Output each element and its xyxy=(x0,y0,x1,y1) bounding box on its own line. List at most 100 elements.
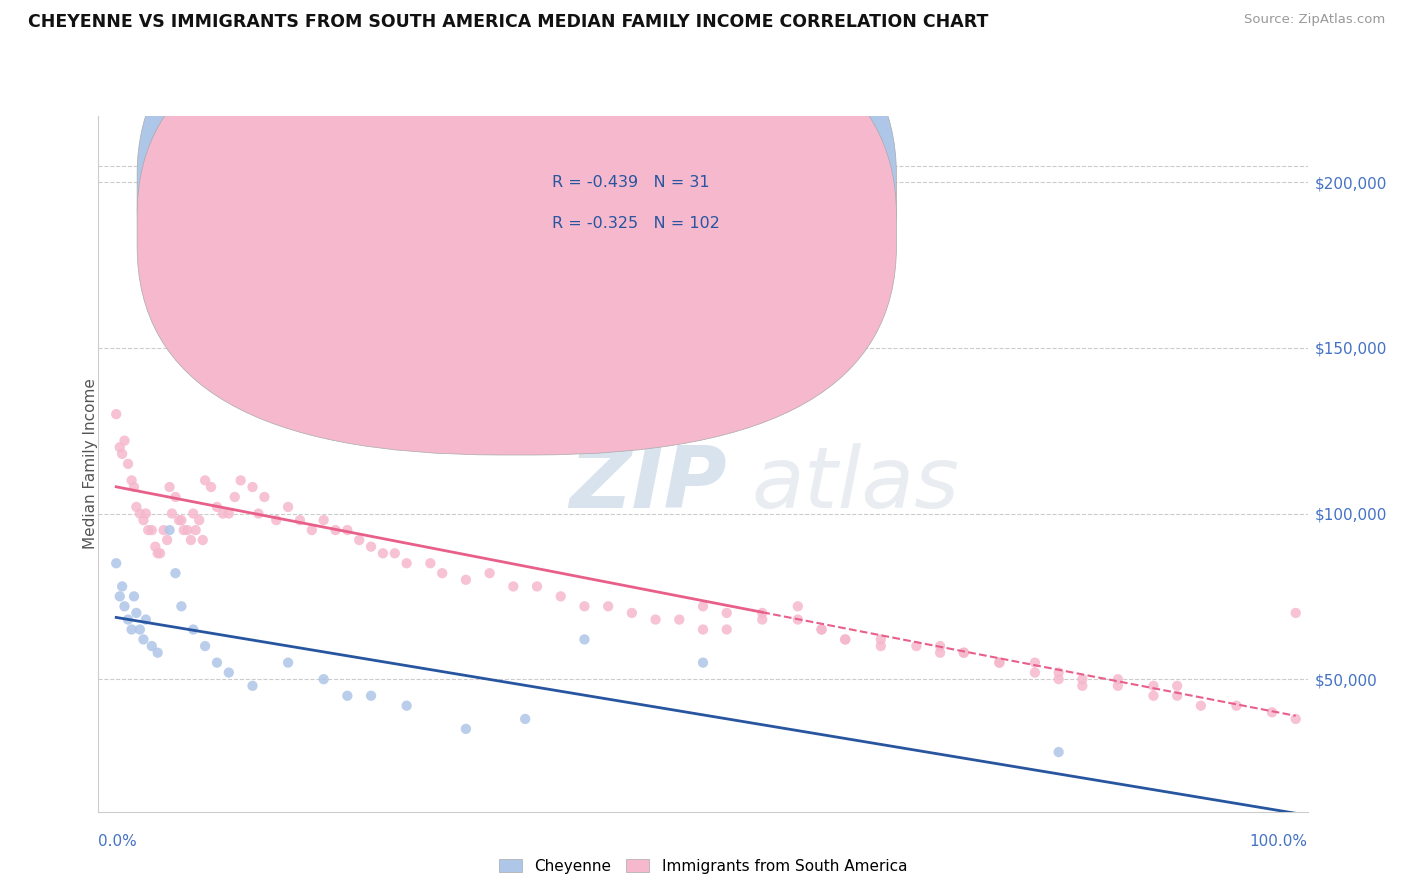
Point xyxy=(212,507,235,521)
Point xyxy=(191,533,214,547)
Point xyxy=(111,579,134,593)
Point xyxy=(277,500,299,514)
Point xyxy=(419,556,441,570)
Point xyxy=(1166,689,1188,703)
Point xyxy=(141,639,163,653)
Point xyxy=(1285,712,1308,726)
Point xyxy=(751,606,773,620)
Point xyxy=(515,712,537,726)
Point xyxy=(598,599,620,614)
Point xyxy=(288,513,311,527)
Point xyxy=(301,523,323,537)
Point xyxy=(135,613,157,627)
Point xyxy=(325,523,347,537)
Point xyxy=(132,632,155,647)
Point xyxy=(229,474,252,488)
Point xyxy=(108,440,131,454)
Point xyxy=(1166,679,1188,693)
Point xyxy=(188,513,211,527)
Point xyxy=(312,672,335,686)
Point xyxy=(952,646,974,660)
Point xyxy=(929,639,952,653)
Point xyxy=(1047,665,1070,680)
Point xyxy=(395,698,418,713)
Point xyxy=(111,447,134,461)
Point xyxy=(336,689,359,703)
Point xyxy=(152,523,174,537)
Point xyxy=(1107,679,1129,693)
Point xyxy=(136,523,159,537)
Point xyxy=(181,507,204,521)
Point xyxy=(988,656,1011,670)
Point xyxy=(253,490,276,504)
Point xyxy=(692,656,714,670)
Point xyxy=(125,500,148,514)
Point xyxy=(502,579,524,593)
Point xyxy=(218,665,240,680)
Point xyxy=(869,639,891,653)
Point xyxy=(242,480,264,494)
Point xyxy=(395,556,418,570)
Point xyxy=(146,646,169,660)
Point xyxy=(1142,679,1164,693)
FancyBboxPatch shape xyxy=(479,140,806,259)
Point xyxy=(108,590,131,604)
Point xyxy=(668,613,690,627)
Point xyxy=(205,500,228,514)
Point xyxy=(360,689,382,703)
Point xyxy=(371,546,394,560)
Point xyxy=(312,208,335,222)
Point xyxy=(1107,672,1129,686)
Point xyxy=(360,540,382,554)
Point xyxy=(129,623,152,637)
Text: CHEYENNE VS IMMIGRANTS FROM SOUTH AMERICA MEDIAN FAMILY INCOME CORRELATION CHART: CHEYENNE VS IMMIGRANTS FROM SOUTH AMERIC… xyxy=(28,13,988,31)
Point xyxy=(160,507,183,521)
Legend: Cheyenne, Immigrants from South America: Cheyenne, Immigrants from South America xyxy=(494,853,912,880)
Point xyxy=(167,513,190,527)
Point xyxy=(224,490,246,504)
Point xyxy=(1047,745,1070,759)
Point xyxy=(644,613,666,627)
Point xyxy=(1261,706,1284,720)
Point xyxy=(1024,656,1046,670)
Point xyxy=(1142,689,1164,703)
Point xyxy=(1071,672,1094,686)
Point xyxy=(454,722,477,736)
Point xyxy=(810,623,832,637)
Point xyxy=(432,566,454,581)
Point xyxy=(105,407,128,421)
Y-axis label: Median Family Income: Median Family Income xyxy=(83,378,97,549)
Point xyxy=(952,646,974,660)
Point xyxy=(360,281,382,295)
Point xyxy=(834,632,856,647)
Point xyxy=(692,599,714,614)
Point xyxy=(135,507,157,521)
Point xyxy=(550,590,572,604)
Point xyxy=(125,606,148,620)
Point xyxy=(929,646,952,660)
Point xyxy=(620,606,643,620)
Point xyxy=(205,656,228,670)
Point xyxy=(905,639,928,653)
Point xyxy=(176,523,198,537)
Point xyxy=(454,573,477,587)
Point xyxy=(384,546,406,560)
Point xyxy=(786,613,808,627)
Point xyxy=(810,623,832,637)
Point xyxy=(786,599,808,614)
Point xyxy=(869,632,891,647)
Point xyxy=(165,490,187,504)
Point xyxy=(170,513,193,527)
Point xyxy=(277,656,299,670)
Point xyxy=(105,556,128,570)
Point xyxy=(117,613,139,627)
Point xyxy=(347,533,370,547)
Text: ZIP: ZIP xyxy=(569,443,727,526)
Text: atlas: atlas xyxy=(751,443,959,526)
Point xyxy=(149,546,172,560)
Point xyxy=(114,599,136,614)
Point xyxy=(834,632,856,647)
Point xyxy=(194,474,217,488)
Text: 0.0%: 0.0% xyxy=(98,834,138,849)
Point xyxy=(143,540,166,554)
